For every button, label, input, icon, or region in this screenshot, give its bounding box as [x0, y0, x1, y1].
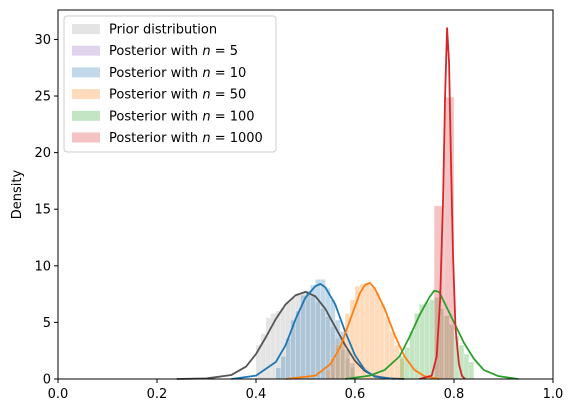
legend-swatch	[72, 89, 100, 100]
x-tick-label: 0.8	[444, 387, 465, 402]
series-2-bar	[295, 310, 301, 380]
series-3-bar	[369, 287, 376, 380]
series-3-density-line	[285, 281, 440, 380]
x-tick-label: 0.0	[48, 387, 69, 402]
series-5-density-line	[419, 27, 466, 380]
legend-entry-text: Posterior with	[109, 131, 202, 146]
legend-swatch	[72, 132, 100, 143]
legend-entry-label: Posterior with n = 1000	[109, 131, 263, 146]
x-tick-label: 0.2	[147, 387, 168, 402]
series-3-bar	[379, 303, 385, 380]
series-4-bar	[399, 356, 405, 380]
series-2-bar	[315, 279, 321, 380]
legend-entry-n-value: 50	[230, 88, 247, 103]
legend-entry-n-value: 10	[230, 66, 247, 81]
series-4-bar	[423, 301, 430, 380]
series-3-bar	[374, 292, 381, 380]
x-tick-label: 0.4	[246, 387, 267, 402]
legend-entry-n-symbol: n	[202, 88, 210, 103]
series-0-bar	[265, 317, 272, 380]
legend-entry-text: Posterior with	[109, 44, 202, 59]
legend-entry-label: Posterior with n = 50	[109, 88, 246, 103]
y-tick-label: 5	[43, 316, 51, 331]
legend-entry-n-symbol: n	[202, 109, 210, 124]
series-2-bar	[280, 356, 286, 380]
series-2-density-line	[231, 283, 395, 380]
legend-entry-equals: =	[211, 66, 230, 81]
legend-entry-equals: =	[211, 44, 230, 59]
legend-entry-n-value: 100	[230, 109, 255, 124]
series-2-bar	[275, 367, 282, 380]
series-2-bar	[320, 279, 326, 380]
legend-entry-n-symbol: n	[202, 131, 210, 146]
legend-entry-equals: =	[211, 131, 230, 146]
x-tick-label: 1.0	[543, 387, 564, 402]
legend-swatch	[72, 45, 100, 56]
y-tick-label: 30	[34, 33, 51, 48]
legend-entry-equals: =	[211, 109, 230, 124]
legend-swatch	[72, 24, 100, 34]
series-3-bar	[394, 344, 400, 380]
legend-entry-text: Posterior with	[109, 66, 202, 81]
legend-entry-label: Posterior with n = 5	[109, 44, 238, 59]
series-4-bar	[463, 353, 470, 380]
legend-entry-equals: =	[211, 88, 230, 103]
legend-entry-n-value: 5	[230, 44, 238, 59]
y-axis-label: Density	[10, 169, 25, 219]
y-axis: 0 5 10 15 20 25 30	[34, 33, 58, 388]
series-3-bar	[364, 282, 371, 380]
series-4-density-line	[344, 289, 519, 380]
plot-frame	[57, 9, 554, 380]
legend-entry-n-value: 1000	[230, 131, 263, 146]
legend-entry-text: Prior distribution	[109, 23, 217, 38]
legend-swatch	[72, 110, 100, 121]
series-3-bars	[324, 282, 405, 380]
y-tick-label: 25	[34, 90, 51, 105]
legend-swatch	[72, 67, 100, 78]
series-2-bar	[310, 284, 316, 380]
series-4-bar	[409, 331, 415, 380]
series-0-density-line	[176, 290, 405, 380]
legend-entry-label: Posterior with n = 100	[109, 109, 255, 124]
y-tick-label: 15	[34, 203, 51, 218]
legend-entry-text: Posterior with	[109, 109, 202, 124]
x-axis: 0.0 0.2 0.4 0.6 0.8 1.0	[48, 379, 564, 402]
legend-entry-label: Posterior with n = 10	[109, 66, 246, 81]
y-tick-label: 0	[43, 373, 51, 388]
series-2-bar	[305, 290, 311, 380]
legend-entry-n-symbol: n	[202, 44, 210, 59]
legend-box	[63, 15, 277, 153]
legend-entry-label: Prior distribution	[109, 23, 217, 38]
series-4-bar	[468, 361, 475, 380]
y-tick-label: 10	[34, 259, 51, 274]
y-tick-label: 20	[34, 146, 51, 161]
x-tick-label: 0.6	[345, 387, 366, 402]
series-3-bar	[324, 369, 331, 380]
series-3-bar	[389, 331, 395, 380]
plot-area	[176, 27, 519, 380]
legend-entry-text: Posterior with	[109, 88, 202, 103]
legend-entry-n-symbol: n	[202, 66, 210, 81]
